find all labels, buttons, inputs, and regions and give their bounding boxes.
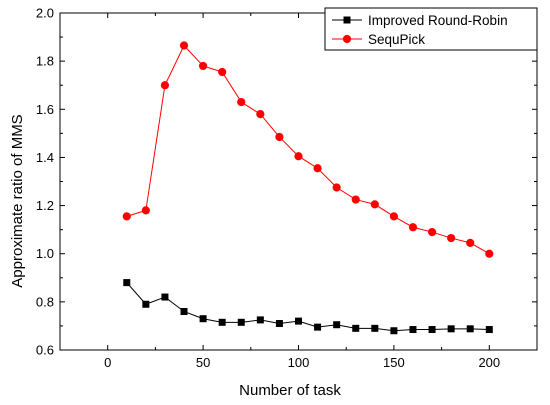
data-point [199, 61, 208, 71]
data-point [370, 200, 379, 209]
data-point [371, 324, 379, 332]
y-tick-label: 0.6 [36, 343, 54, 358]
data-point [343, 16, 351, 24]
data-point [485, 249, 494, 258]
x-tick-label: 100 [288, 355, 310, 370]
data-point [333, 321, 341, 329]
data-point [256, 110, 265, 119]
legend-box [324, 7, 538, 51]
data-point [390, 327, 398, 335]
data-point [428, 326, 436, 334]
axes: 0 50 100 150 200 0.6 0.8 1.0 1.2 1.4 1.6 1.8 2.0 [36, 6, 538, 370]
data-point [142, 300, 150, 308]
legend: Improved Round-Robin SequPick [324, 7, 538, 51]
legend-label: SequPick [368, 32, 425, 47]
plot-frame [59, 12, 538, 351]
data-point [389, 212, 398, 221]
x-tick-label: 150 [383, 355, 405, 370]
data-point [256, 316, 264, 324]
data-point [352, 324, 360, 332]
data-point [295, 317, 302, 325]
y-tick-label: 1.2 [36, 198, 54, 213]
data-point [218, 318, 226, 326]
y-tick-label: 1.0 [36, 246, 54, 261]
data-point [447, 233, 456, 243]
data-point [275, 320, 283, 328]
data-point [160, 81, 170, 90]
data-point [351, 195, 360, 204]
data-point [466, 238, 475, 247]
x-tick-label: 0 [104, 355, 111, 370]
data-point [141, 206, 150, 215]
data-point [179, 41, 189, 50]
data-point [409, 326, 417, 334]
y-tick-label: 0.8 [36, 294, 54, 309]
data-point [122, 212, 131, 221]
data-point [123, 279, 131, 287]
data-point [408, 223, 418, 232]
series-circle [122, 41, 494, 258]
y-tick-label: 1.8 [36, 54, 54, 69]
data-point [294, 152, 303, 161]
x-axis-title: Number of task [239, 382, 341, 399]
data-point [180, 307, 188, 315]
x-tick-label: 50 [196, 355, 210, 370]
data-point [275, 132, 284, 142]
legend-label: Improved Round-Robin [368, 13, 508, 28]
data-point [332, 183, 341, 192]
y-axis-title: Approximate ratio of MMS [9, 114, 26, 287]
x-tick-label: 200 [478, 355, 500, 370]
data-point [427, 227, 437, 237]
data-point [314, 323, 322, 331]
data-point [161, 293, 169, 301]
data-point [218, 67, 227, 77]
data-point [485, 326, 493, 334]
data-point [447, 325, 455, 333]
data-point [199, 315, 207, 323]
data-point [237, 318, 245, 326]
y-tick-label: 2.0 [36, 6, 54, 21]
series-line [126, 282, 490, 332]
series-layer [122, 41, 494, 335]
data-point [313, 164, 322, 173]
data-point [237, 97, 246, 107]
data-point [466, 325, 474, 333]
data-point [342, 34, 352, 44]
y-tick-label: 1.6 [36, 102, 54, 117]
series-line [126, 44, 490, 255]
y-tick-label: 1.4 [36, 150, 54, 165]
series-square [123, 279, 493, 335]
